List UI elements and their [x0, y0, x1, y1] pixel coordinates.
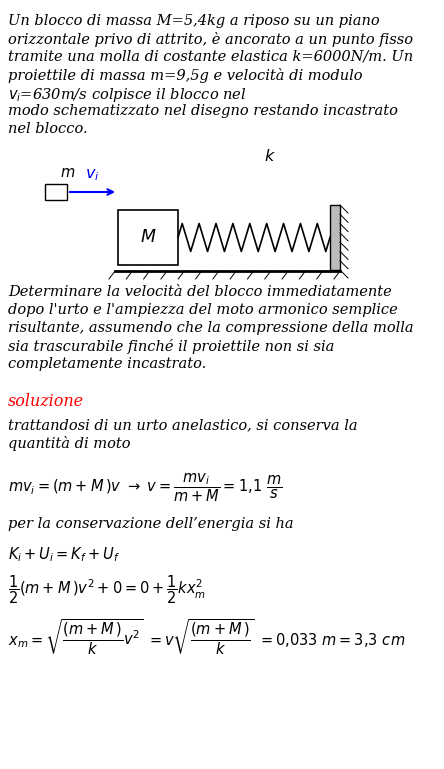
Bar	[45, 184, 67, 200]
Text: $v_i$=630m/s colpisce il blocco nel: $v_i$=630m/s colpisce il blocco nel	[8, 86, 246, 104]
Text: per la conservazione dell’energia si ha: per la conservazione dell’energia si ha	[8, 517, 293, 531]
Text: tramite una molla di costante elastica k=6000N/m. Un: tramite una molla di costante elastica k…	[8, 50, 413, 64]
Text: quantità di moto: quantità di moto	[8, 436, 131, 451]
Text: dopo l'urto e l'ampiezza del moto armonico semplice: dopo l'urto e l'ampiezza del moto armoni…	[8, 303, 398, 317]
Text: trattandosi di un urto anelastico, si conserva la: trattandosi di un urto anelastico, si co…	[8, 418, 357, 432]
Text: risultante, assumendo che la compressione della molla: risultante, assumendo che la compression…	[8, 321, 414, 335]
Text: orizzontale privo di attrito, è ancorato a un punto fisso: orizzontale privo di attrito, è ancorato…	[8, 32, 413, 47]
Text: Un blocco di massa M=5,4kg a riposo su un piano: Un blocco di massa M=5,4kg a riposo su u…	[8, 14, 380, 28]
Text: $k$: $k$	[264, 148, 276, 165]
Bar	[330, 205, 340, 270]
Text: $\dfrac{1}{2}(m + M\,)v^2 + 0 = 0 + \dfrac{1}{2}kx_m^2$: $\dfrac{1}{2}(m + M\,)v^2 + 0 = 0 + \dfr…	[8, 573, 206, 605]
Text: soluzione: soluzione	[8, 393, 84, 410]
Text: $K_i + U_i = K_f + U_f$: $K_i + U_i = K_f + U_f$	[8, 545, 120, 564]
Text: $m$: $m$	[60, 166, 75, 180]
Text: $v_i$: $v_i$	[85, 166, 99, 183]
Text: $x_m = \sqrt{\dfrac{(m + M\,)}{k}v^2}\ = v\sqrt{\dfrac{(m + M\,)}{k}}\ = 0{,}033: $x_m = \sqrt{\dfrac{(m + M\,)}{k}v^2}\ =…	[8, 618, 405, 657]
Bar	[118, 210, 178, 265]
Text: proiettile di massa m=9,5g e velocità di modulo: proiettile di massa m=9,5g e velocità di…	[8, 68, 362, 83]
Text: sia trascurabile finché il proiettile non si sia: sia trascurabile finché il proiettile no…	[8, 339, 334, 354]
Text: completamente incastrato.: completamente incastrato.	[8, 357, 206, 371]
Text: $M$: $M$	[140, 229, 156, 246]
Text: nel blocco.: nel blocco.	[8, 122, 87, 136]
Text: Determinare la velocità del blocco immediatamente: Determinare la velocità del blocco immed…	[8, 285, 392, 299]
Text: modo schematizzato nel disegno restando incastrato: modo schematizzato nel disegno restando …	[8, 104, 398, 118]
Text: $mv_i = (m + M\,)v\ \rightarrow\ v = \dfrac{mv_i}{m + M} = 1{,}1\ \dfrac{m}{s}$: $mv_i = (m + M\,)v\ \rightarrow\ v = \df…	[8, 472, 282, 504]
